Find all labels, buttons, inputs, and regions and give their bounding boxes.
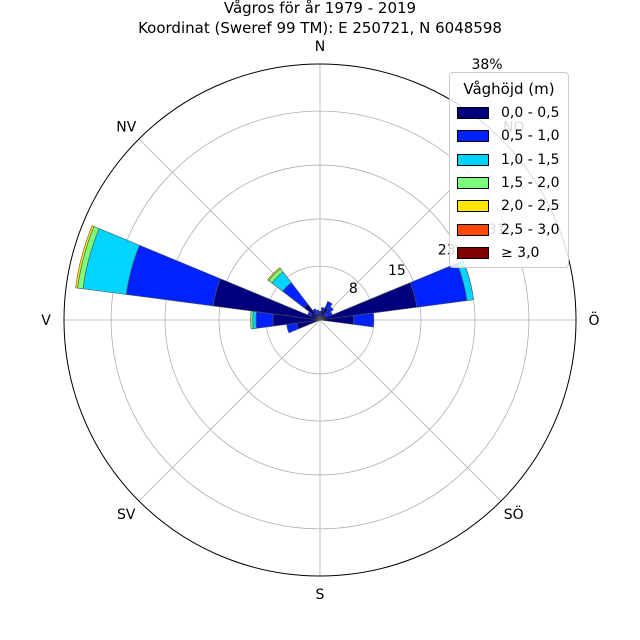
rose-bar-segment <box>252 310 257 330</box>
rose-bar-segment <box>75 225 95 289</box>
direction-label: V <box>41 313 51 329</box>
rose-bar-segment <box>353 312 375 328</box>
rose-bar-segment <box>312 308 318 316</box>
legend-label: ≥ 3,0 <box>501 244 540 261</box>
direction-label: N <box>315 39 325 55</box>
radial-tick-label: 15 <box>388 263 406 279</box>
legend-label: 0,0 - 0,5 <box>501 105 560 121</box>
rose-bar-segment <box>286 322 299 334</box>
legend-item: 2,5 - 3,0 <box>457 220 559 240</box>
legend-item: 1,0 - 1,5 <box>457 150 559 170</box>
legend-item: 0,5 - 1,0 <box>457 126 559 146</box>
legend-label: 2,5 - 3,0 <box>501 221 560 238</box>
rose-bar-segment <box>324 300 333 310</box>
legend-label: 1,5 - 2,0 <box>501 174 560 191</box>
direction-label: SV <box>117 507 136 523</box>
legend-swatch <box>457 130 489 143</box>
legend-swatch <box>457 246 489 259</box>
direction-label: Ö <box>588 311 599 329</box>
direction-label: S <box>316 587 325 603</box>
direction-label: NV <box>116 119 136 135</box>
legend: Våghöjd (m) 0,0 - 0,5 0,5 - 1,0 1,0 - 1,5 1… <box>449 72 569 268</box>
legend-item: 2,0 - 2,5 <box>457 196 559 216</box>
radial-max-label: 38% <box>471 57 502 73</box>
rose-bar-segment <box>255 311 274 329</box>
legend-label: 2,0 - 2,5 <box>501 198 560 215</box>
chart-title: Vågros för år 1979 - 2019 <box>223 0 417 17</box>
legend-swatch <box>457 153 489 166</box>
legend-swatch <box>457 107 489 119</box>
chart-subtitle: Koordinat (Sweref 99 TM): E 250721, N 60… <box>138 19 502 37</box>
angular-gridline <box>319 319 502 502</box>
rose-bar-segment <box>315 309 320 315</box>
legend-item: 0,0 - 0,5 <box>457 103 559 123</box>
rose-bar-segment <box>409 262 468 308</box>
direction-label: SÖ <box>504 505 524 523</box>
rose-bar-segment <box>323 306 334 317</box>
rose-bar-segment <box>267 267 282 282</box>
angular-gridline <box>138 319 321 502</box>
polar-frame <box>63 63 577 577</box>
legend-swatch <box>457 223 489 236</box>
radial-gridline <box>164 164 476 476</box>
legend-label: 0,5 - 1,0 <box>501 128 560 145</box>
legend-item: ≥ 3,0 <box>457 243 539 263</box>
legend-swatch <box>457 200 489 213</box>
radial-gridline <box>218 218 422 422</box>
rose-bar-segment <box>125 244 221 307</box>
radial-tick-label: 8 <box>349 281 358 297</box>
legend-item: 1,5 - 2,0 <box>457 173 559 193</box>
legend-title: Våghöjd (m) <box>463 80 555 98</box>
rose-bar-segment <box>250 310 254 330</box>
legend-label: 1,0 - 1,5 <box>501 151 560 168</box>
radial-gridline <box>110 110 530 530</box>
legend-swatch <box>457 176 489 189</box>
